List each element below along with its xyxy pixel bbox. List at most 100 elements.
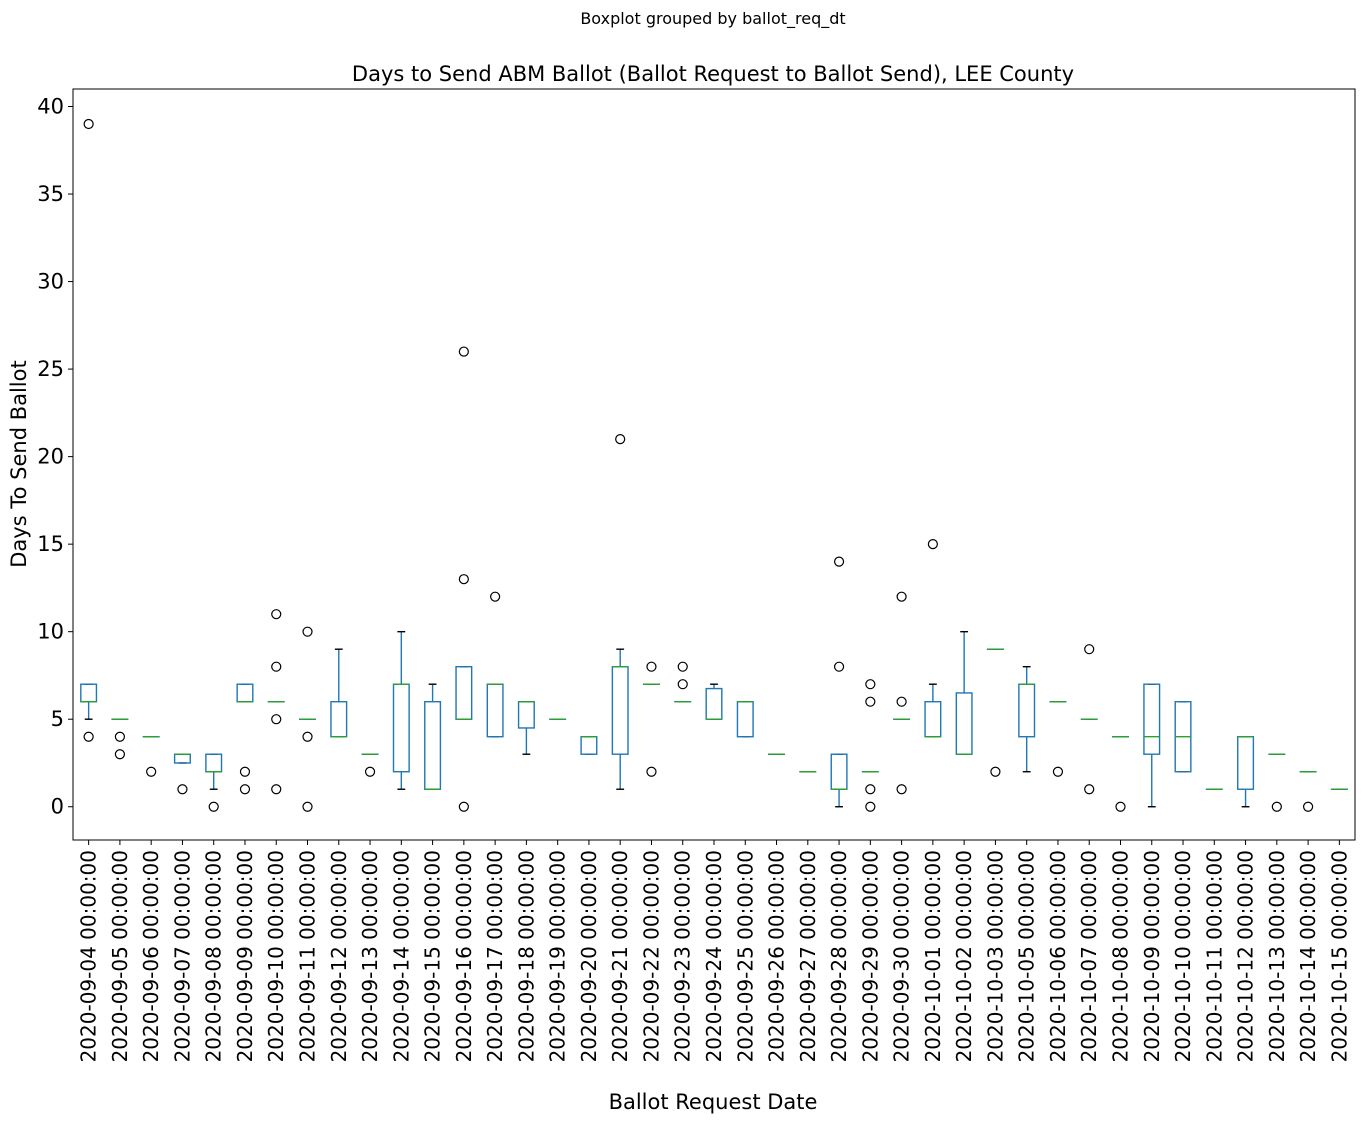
box-iqr bbox=[486, 683, 504, 738]
x-tick-label: 2020-09-19 00:00:00 bbox=[546, 850, 570, 1062]
x-tick-label: 2020-09-10 00:00:00 bbox=[264, 850, 288, 1062]
x-tick-label: 2020-10-06 00:00:00 bbox=[1046, 850, 1070, 1062]
box-group bbox=[830, 556, 848, 808]
outlier-point bbox=[833, 556, 845, 567]
box-iqr bbox=[80, 683, 98, 703]
box-group bbox=[267, 609, 285, 795]
box-iqr bbox=[455, 665, 473, 720]
box-iqr bbox=[173, 753, 191, 764]
box-group bbox=[361, 753, 379, 777]
box-group bbox=[955, 630, 973, 755]
box-group bbox=[1111, 736, 1130, 812]
box-iqr bbox=[705, 687, 723, 720]
outlier-point bbox=[677, 679, 688, 690]
box-iqr bbox=[1237, 736, 1255, 790]
box-iqr bbox=[205, 753, 223, 773]
box-group bbox=[455, 346, 473, 812]
chart-title: Days to Send ABM Ballot (Ballot Request … bbox=[352, 62, 1074, 86]
x-tick-label: 2020-09-14 00:00:00 bbox=[389, 850, 413, 1062]
box-group bbox=[486, 591, 504, 738]
x-tick-label: 2020-09-30 00:00:00 bbox=[890, 850, 914, 1062]
box-group bbox=[1299, 771, 1317, 812]
x-tick-label: 2020-10-03 00:00:00 bbox=[983, 850, 1007, 1062]
x-tick-label: 2020-10-09 00:00:00 bbox=[1140, 850, 1164, 1062]
outlier-point bbox=[896, 591, 907, 602]
outlier-point bbox=[271, 609, 282, 620]
outlier-point bbox=[1084, 784, 1095, 795]
outlier-point bbox=[1084, 644, 1095, 655]
outlier-point bbox=[1115, 801, 1126, 812]
box-group bbox=[986, 648, 1004, 777]
outlier-point bbox=[208, 801, 219, 812]
box-group bbox=[1237, 736, 1255, 808]
box-group bbox=[517, 701, 535, 755]
y-axis-label: Days To Send Ballot bbox=[7, 360, 31, 567]
box-group bbox=[205, 753, 223, 812]
y-tick-label: 0 bbox=[51, 795, 64, 819]
x-tick-label: 2020-09-12 00:00:00 bbox=[327, 850, 351, 1062]
outlier-point bbox=[677, 661, 688, 672]
box-group bbox=[392, 630, 410, 790]
x-tick-label: 2020-10-05 00:00:00 bbox=[1015, 850, 1039, 1062]
box-group bbox=[861, 679, 879, 812]
box-group bbox=[80, 118, 98, 742]
outlier-point bbox=[896, 696, 907, 707]
box-iqr bbox=[1143, 683, 1161, 755]
outlier-point bbox=[458, 346, 469, 357]
y-axis: 0 5 10 15 20 25 30 35 40 bbox=[37, 95, 73, 819]
x-tick-label: 2020-09-20 00:00:00 bbox=[577, 850, 601, 1062]
outlier-point bbox=[865, 679, 876, 690]
x-tick-label: 2020-09-24 00:00:00 bbox=[702, 850, 726, 1062]
box-iqr bbox=[611, 665, 629, 755]
x-tick-label: 2020-10-01 00:00:00 bbox=[921, 850, 945, 1062]
plot-area bbox=[80, 118, 1348, 812]
outlier-point bbox=[646, 661, 657, 672]
y-tick-label: 15 bbox=[37, 532, 64, 556]
x-tick-label: 2020-09-28 00:00:00 bbox=[827, 850, 851, 1062]
y-tick-label: 10 bbox=[37, 620, 64, 644]
box-group bbox=[1174, 701, 1192, 773]
x-tick-label: 2020-09-22 00:00:00 bbox=[639, 850, 663, 1062]
box-iqr bbox=[392, 683, 410, 773]
x-tick-label: 2020-09-17 00:00:00 bbox=[483, 850, 507, 1062]
box-group bbox=[330, 648, 348, 738]
box-group bbox=[173, 753, 191, 795]
outlier-point bbox=[302, 801, 313, 812]
x-tick-label: 2020-09-09 00:00:00 bbox=[233, 850, 257, 1062]
x-tick-label: 2020-09-26 00:00:00 bbox=[765, 850, 789, 1062]
outlier-point bbox=[1302, 801, 1314, 812]
box-group bbox=[1018, 665, 1036, 773]
x-tick-label: 2020-09-23 00:00:00 bbox=[671, 850, 695, 1062]
box-iqr bbox=[517, 701, 535, 729]
outlier-point bbox=[1052, 766, 1064, 777]
box-group bbox=[580, 736, 598, 755]
outlier-point bbox=[302, 626, 313, 637]
box-group bbox=[736, 701, 754, 738]
chart-suptitle: Boxplot grouped by ballot_req_dt bbox=[580, 9, 845, 29]
x-tick-label: 2020-09-11 00:00:00 bbox=[296, 850, 320, 1062]
y-tick-label: 30 bbox=[37, 270, 64, 294]
x-tick-label: 2020-09-07 00:00:00 bbox=[170, 850, 194, 1062]
outlier-point bbox=[146, 766, 157, 777]
box-group bbox=[142, 736, 160, 777]
x-tick-label: 2020-10-12 00:00:00 bbox=[1234, 850, 1258, 1062]
x-tick-label: 2020-09-18 00:00:00 bbox=[514, 850, 538, 1062]
box-group bbox=[642, 661, 660, 777]
outlier-point bbox=[458, 574, 469, 585]
x-tick-label: 2020-09-06 00:00:00 bbox=[139, 850, 163, 1062]
x-tick-label: 2020-10-15 00:00:00 bbox=[1327, 850, 1351, 1062]
x-tick-label: 2020-09-25 00:00:00 bbox=[733, 850, 757, 1062]
box-group bbox=[924, 539, 942, 738]
box-group bbox=[611, 434, 629, 790]
y-tick-label: 25 bbox=[37, 357, 64, 381]
y-tick-label: 35 bbox=[37, 182, 64, 206]
x-tick-label: 2020-10-07 00:00:00 bbox=[1077, 850, 1101, 1062]
x-tick-label: 2020-10-10 00:00:00 bbox=[1171, 850, 1195, 1062]
x-tick-label: 2020-09-13 00:00:00 bbox=[358, 850, 382, 1062]
outlier-point bbox=[239, 784, 251, 795]
x-axis: 2020-09-04 00:00:00 2020-09-05 00:00:00 20… bbox=[77, 840, 1351, 1062]
x-tick-label: 2020-09-08 00:00:00 bbox=[202, 850, 226, 1062]
box-iqr bbox=[580, 736, 598, 755]
outlier-point bbox=[896, 784, 907, 795]
